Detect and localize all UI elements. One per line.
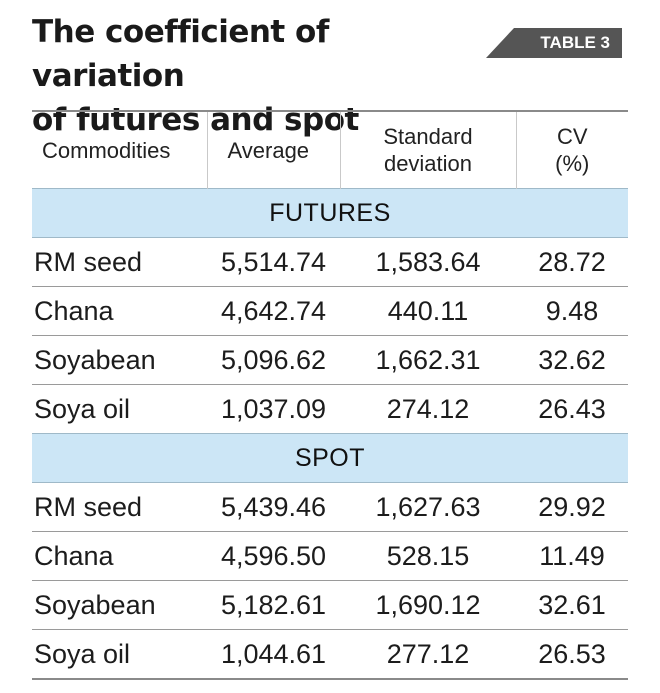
col-header-std: Standard deviation	[339, 110, 516, 189]
commodity-cell: Soya oil	[32, 629, 207, 680]
std-cell: 1,627.63	[340, 482, 516, 532]
cv-cell: 29.92	[516, 482, 628, 532]
cv-cell: 26.53	[516, 629, 628, 680]
std-cell: 528.15	[340, 531, 516, 581]
commodity-cell: Soya oil	[32, 384, 207, 434]
section-label: FUTURES	[32, 188, 628, 238]
cv-cell: 28.72	[516, 237, 628, 287]
section-header-futures: FUTURES	[32, 188, 628, 238]
table-body: FUTURES RM seed 5,514.74 1,583.64 28.72 Chana…	[32, 188, 628, 680]
col-header-cv: CV (%)	[515, 110, 628, 189]
std-cell: 1,583.64	[340, 237, 516, 287]
std-cell: 277.12	[340, 629, 516, 680]
cv-cell: 32.61	[516, 580, 628, 630]
data-table: Commodities Average Standard deviation C…	[32, 110, 628, 680]
section-header-spot: SPOT	[32, 433, 628, 483]
commodity-cell: Chana	[32, 531, 207, 581]
std-cell: 440.11	[340, 286, 516, 336]
cv-cell: 11.49	[516, 531, 628, 581]
table-row: RM seed 5,439.46 1,627.63 29.92	[32, 482, 628, 532]
average-cell: 5,096.62	[207, 335, 340, 385]
col-header-average: Average	[206, 110, 340, 189]
cv-cell: 32.62	[516, 335, 628, 385]
cv-cell: 9.48	[516, 286, 628, 336]
col-header-cv-line-2: (%)	[555, 151, 590, 176]
col-header-std-line-2: deviation	[383, 151, 473, 176]
table-tag: TABLE 3	[486, 28, 622, 58]
col-header-commodities: Commodities	[32, 110, 207, 189]
std-cell: 1,662.31	[340, 335, 516, 385]
commodity-cell: Chana	[32, 286, 207, 336]
table-row: Soya oil 1,044.61 277.12 26.53	[32, 629, 628, 680]
table-row: Soya oil 1,037.09 274.12 26.43	[32, 384, 628, 434]
std-cell: 274.12	[340, 384, 516, 434]
col-header-cv-line-1: CV	[556, 124, 588, 149]
table-row: Chana 4,642.74 440.11 9.48	[32, 286, 628, 336]
average-cell: 4,596.50	[207, 531, 340, 581]
title-line-1: The coefficient of variation	[32, 14, 329, 94]
commodity-cell: Soyabean	[32, 335, 207, 385]
commodity-cell: RM seed	[32, 482, 207, 532]
table-row: Soyabean 5,182.61 1,690.12 32.61	[32, 580, 628, 630]
std-cell: 1,690.12	[340, 580, 516, 630]
average-cell: 4,642.74	[207, 286, 340, 336]
average-cell: 5,182.61	[207, 580, 340, 630]
header-row: Commodities Average Standard deviation C…	[32, 110, 628, 189]
section-label: SPOT	[32, 433, 628, 483]
average-cell: 5,514.74	[207, 237, 340, 287]
commodity-cell: RM seed	[32, 237, 207, 287]
col-header-std-line-1: Standard	[383, 124, 473, 149]
table-row: RM seed 5,514.74 1,583.64 28.72	[32, 237, 628, 287]
table-row: Soyabean 5,096.62 1,662.31 32.62	[32, 335, 628, 385]
commodity-cell: Soyabean	[32, 580, 207, 630]
average-cell: 1,044.61	[207, 629, 340, 680]
table-row: Chana 4,596.50 528.15 11.49	[32, 531, 628, 581]
cv-cell: 26.43	[516, 384, 628, 434]
average-cell: 1,037.09	[207, 384, 340, 434]
average-cell: 5,439.46	[207, 482, 340, 532]
